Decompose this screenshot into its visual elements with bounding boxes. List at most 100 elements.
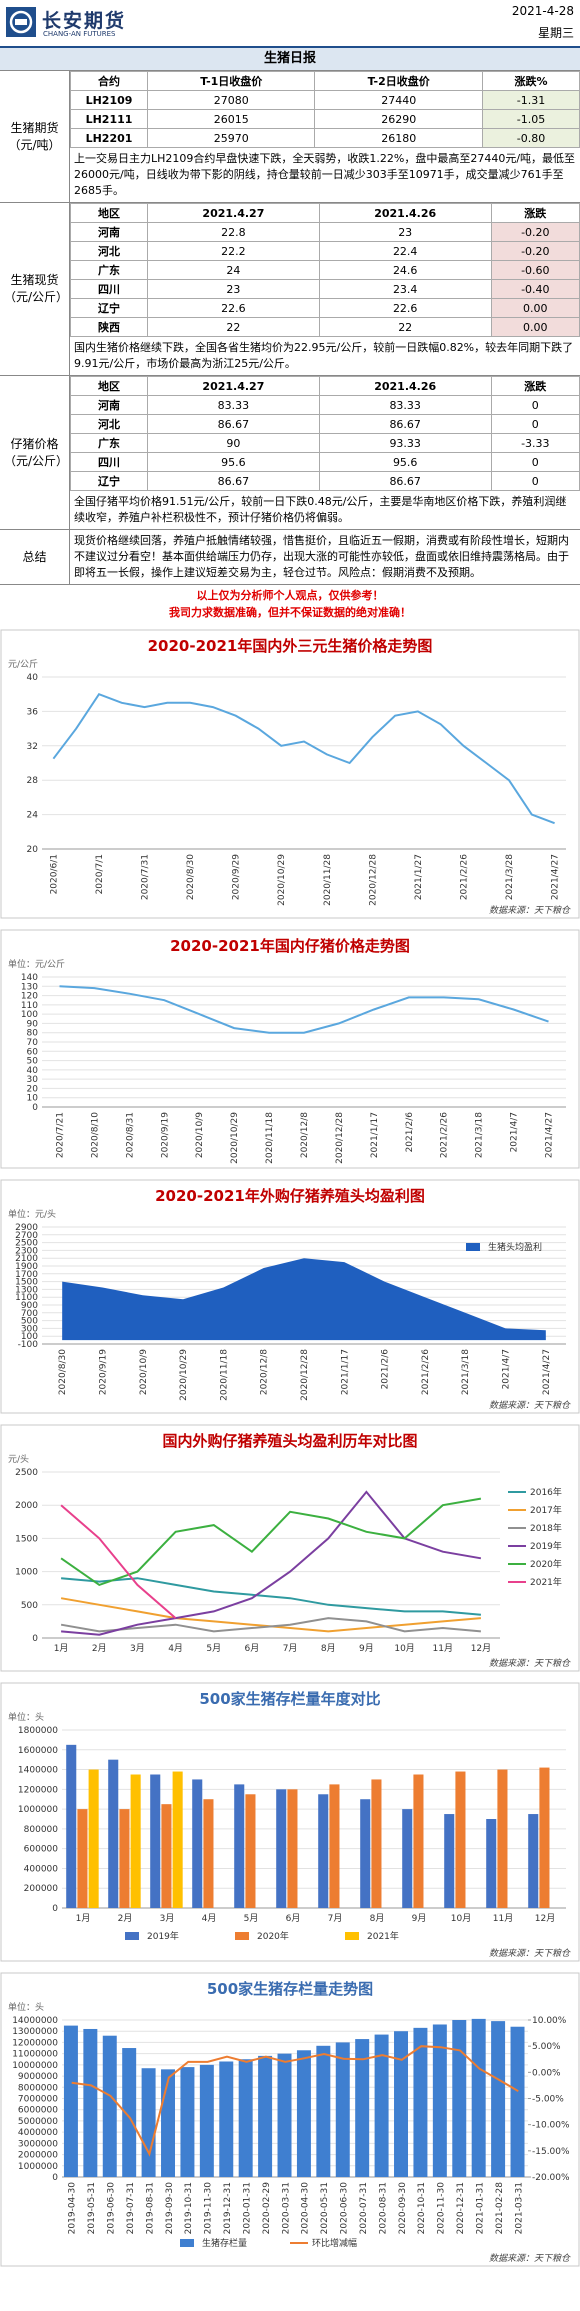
legend-label: 2021年 [367,1930,399,1942]
report-title: 生猪日报 [0,48,580,71]
table-row: 陕西 22 22 0.00 [70,317,580,337]
chart-title: 2020-2021年外购仔猪养殖头均盈利图 [155,1187,425,1205]
table-row: 河北 86.67 86.67 0 [70,414,580,434]
legend-swatch [125,1932,139,1940]
table-cell: -0.20 [490,241,580,261]
table-cell: 83.33 [147,395,320,415]
bar [172,1771,183,1908]
y-tick-label: 2000 [15,1501,38,1511]
table-row: LH2201 25970 26180 -0.80 [70,128,580,148]
x-tick-label: 2019-09-30 [165,2182,175,2235]
legend-label: 生猪存栏量 [202,2237,247,2249]
legend-swatch [235,1932,249,1940]
table-cell: 22.8 [147,222,320,242]
y-tick-label: 1500 [15,1278,38,1288]
table-cell: 25970 [146,128,316,148]
bar [83,2028,98,2177]
x-tick-label: 2020/12/28 [300,1349,310,1401]
table-row: 辽宁 22.6 22.6 0.00 [70,298,580,318]
x-tick-label: 2020/8/10 [90,1112,100,1158]
section-label: 仔猪价格（元/公斤） [0,376,70,529]
x-tick-label: 2019-12-31 [223,2182,233,2234]
x-tick-label: 1月 [54,1643,69,1654]
table-header: 地区 2021.4.27 2021.4.26 涨跌 [70,376,580,396]
table-cell: 0 [490,414,580,434]
bar [219,2061,234,2177]
y-tick-label: 700 [21,1309,38,1319]
data-table: 地区 2021.4.27 2021.4.26 涨跌 河南 83.33 83.33 0 河北 86.… [70,376,580,491]
x-tick-label: 2020-06-30 [340,2182,350,2235]
bar [287,1789,298,1908]
bar [528,1814,539,1908]
bar [203,1799,214,1908]
section-body: 地区 2021.4.27 2021.4.26 涨跌 河南 83.33 83.33 0 河北 86.… [70,376,580,529]
x-tick-label: 2021/2/6 [405,1112,415,1153]
x-tick-label: 4月 [168,1643,183,1654]
x-tick-label: 2019-05-31 [87,2182,97,2234]
table-cell: 27080 [146,90,316,110]
header-cell: 2021.4.27 [147,203,320,223]
table-cell: 93.33 [318,433,492,453]
table-cell: 95.6 [147,452,320,472]
y-tick-label: 2000000 [18,2151,58,2161]
bar [102,2035,117,2177]
x-tick-label: 2019-08-31 [145,2182,155,2234]
y2-tick-label: -5.00% [532,2095,564,2105]
bar [296,2050,311,2177]
x-tick-label: 2020/6/1 [49,854,59,894]
chart-title: 国内外购仔猪养殖头均盈利历年对比图 [162,1432,417,1450]
header-cell: 2021.4.27 [147,376,320,396]
x-tick-label: 7月 [283,1643,298,1654]
legend-label: 2020年 [257,1930,289,1942]
y2-tick-label: 0.00% [532,2068,561,2078]
x-tick-label: 2020/7/21 [55,1112,65,1158]
table-cell: 陕西 [70,317,148,337]
chart-title: 2020-2021年国内仔猪价格走势图 [170,937,410,955]
y-tick-label: 9000000 [18,2072,58,2082]
bar [122,2048,137,2177]
x-tick-label: 5月 [206,1643,221,1654]
bar [161,1804,172,1908]
section-label: 生猪现货（元/公斤） [0,203,70,375]
table-cell: 广东 [70,260,148,280]
table-cell: 四川 [70,452,148,472]
company-en: CHANG-AN FUTURES [43,30,116,38]
table-cell: 26290 [314,109,483,129]
table-cell: 26180 [314,128,483,148]
y-tick-label: 110 [21,1001,38,1011]
disclaimer: 以上仅为分析师个人观点，仅供参考！ 我司力求数据准确，但并不保证数据的绝对准确！ [0,585,580,623]
legend-label: 2020年 [530,1558,562,1570]
legend-swatch [466,1243,480,1251]
table-cell: 95.6 [318,452,492,472]
x-tick-label: 2020/10/9 [195,1112,205,1158]
x-tick-label: 2020-03-31 [281,2182,291,2234]
table-cell: 83.33 [318,395,492,415]
x-tick-label: 2021/2/26 [459,854,469,900]
bar [88,1769,99,1908]
header-cell: 2021.4.26 [318,203,492,223]
table-cell: -0.20 [490,222,580,242]
bar [141,2068,156,2177]
table-cell: 广东 [70,433,148,453]
section: 仔猪价格（元/公斤） 地区 2021.4.27 2021.4.26 涨跌 河南 83.33 8… [0,376,580,530]
y2-tick-label: 5.00% [532,2042,561,2052]
data-table: 地区 2021.4.27 2021.4.26 涨跌 河南 22.8 23 -0.20 河北 22.… [70,203,580,337]
bar [329,1784,340,1908]
line-series [60,1617,481,1633]
section: 生猪现货（元/公斤） 地区 2021.4.27 2021.4.26 涨跌 河南 22.8 23… [0,203,580,376]
bar [180,2067,195,2177]
y-tick-label: 20 [27,845,39,855]
x-tick-label: 6月 [245,1643,260,1654]
y-tick-label: 1500 [15,1534,38,1544]
sections: 生猪期货（元/吨） 合约 T-1日收盘价 T-2日收盘价 涨跌% LH2109 27080 2… [0,71,580,530]
table-cell: 27440 [314,90,483,110]
y-tick-label: 2700 [15,1231,38,1241]
bar [510,2026,525,2177]
x-tick-label: 2019-07-31 [126,2182,136,2234]
data-table: 合约 T-1日收盘价 T-2日收盘价 涨跌% LH2109 27080 27440 -1.31… [70,71,580,148]
x-tick-label: 2020-05-31 [320,2182,330,2234]
y-tick-label: 1800000 [18,1726,58,1736]
